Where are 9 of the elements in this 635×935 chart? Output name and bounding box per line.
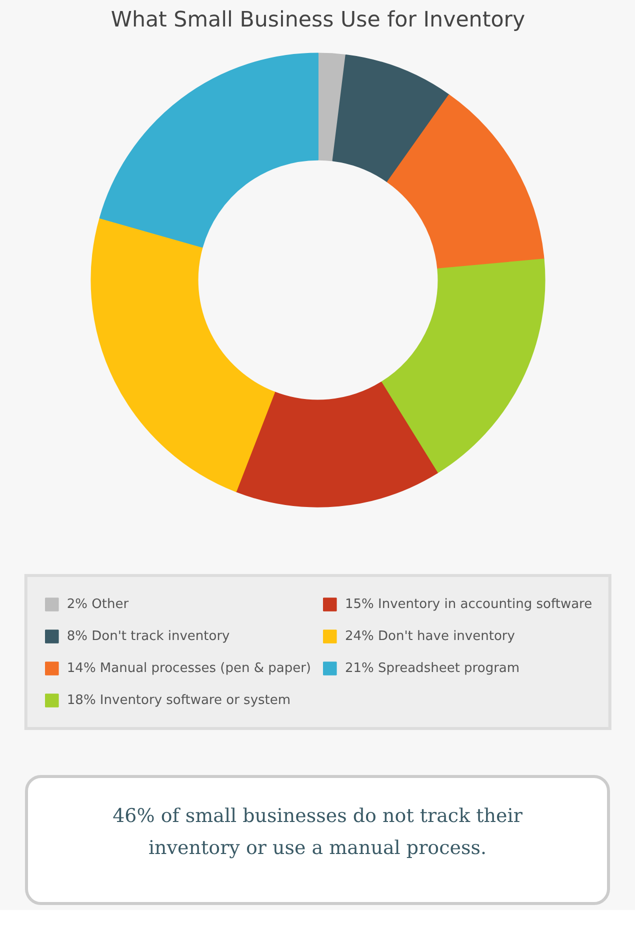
- legend-label: 14% Manual processes (pen & paper): [66, 660, 312, 678]
- legend-label: 24% Don't have inventory: [345, 628, 515, 646]
- chart-title: What Small Business Use for Inventory: [110, 8, 526, 32]
- legend-label: 18% Inventory software or system: [66, 692, 291, 710]
- legend-label: 15% Inventory in accounting software: [345, 596, 592, 614]
- legend-label: 8% Don't track inventory: [66, 628, 230, 646]
- text: 46% of small businesses do not track their inventory or use a manual process.: [112, 804, 524, 861]
- legend-label: 21% Spreadsheet program: [345, 660, 520, 678]
- legend-label: 2% Other: [66, 596, 129, 614]
